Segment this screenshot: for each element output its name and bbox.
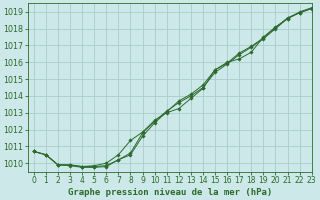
X-axis label: Graphe pression niveau de la mer (hPa): Graphe pression niveau de la mer (hPa) xyxy=(68,188,272,197)
